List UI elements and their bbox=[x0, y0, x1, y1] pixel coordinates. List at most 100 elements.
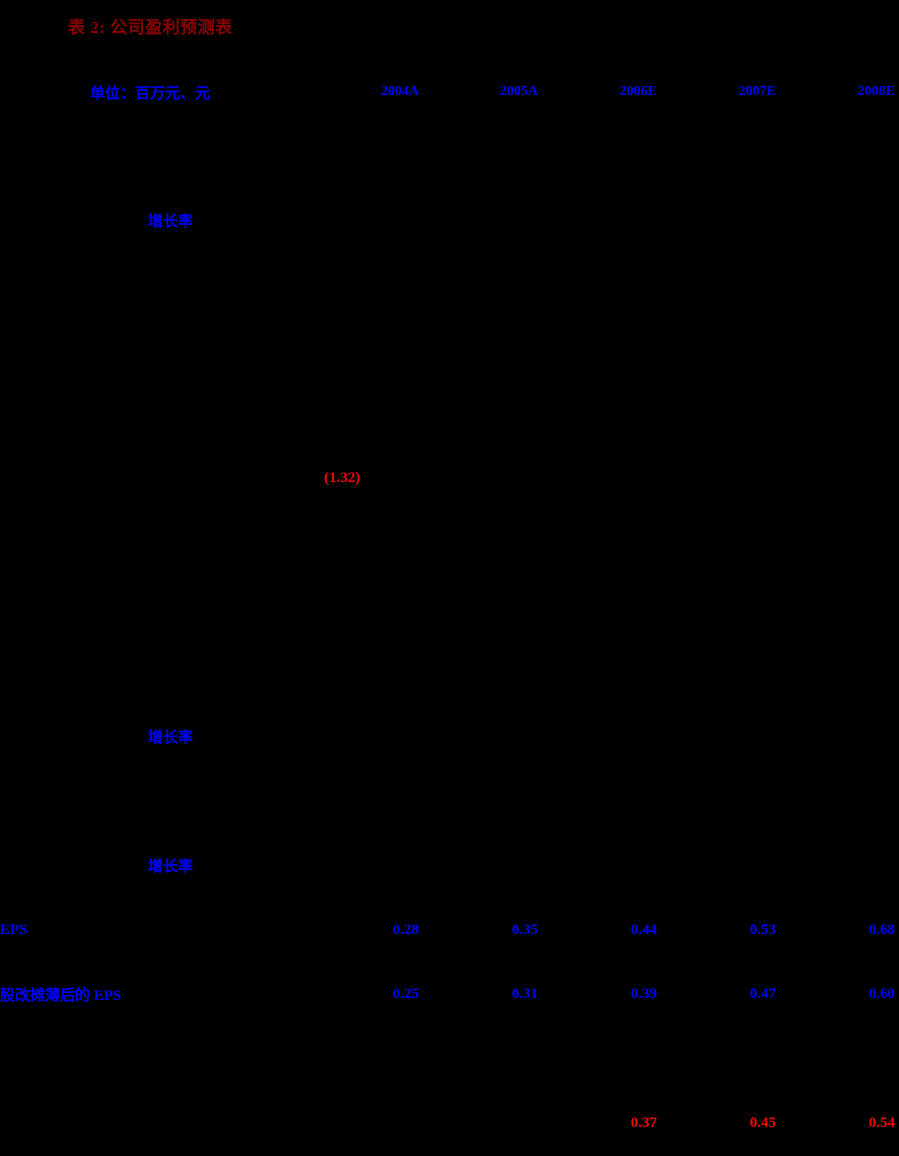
table-row bbox=[0, 382, 899, 447]
row-label: 增长率 bbox=[0, 705, 300, 770]
row-label bbox=[0, 447, 300, 512]
row-spacer bbox=[895, 1092, 899, 1156]
table-cell bbox=[538, 189, 657, 254]
table-cell bbox=[538, 511, 657, 576]
table-cell bbox=[776, 253, 895, 318]
table-row: 增长率 bbox=[0, 834, 899, 899]
column-header-2004a: 2004A bbox=[300, 60, 419, 124]
table-cell bbox=[419, 640, 538, 705]
table-cell bbox=[776, 189, 895, 254]
row-label bbox=[0, 640, 300, 705]
table-cell bbox=[538, 640, 657, 705]
row-label bbox=[0, 511, 300, 576]
table-cell bbox=[538, 705, 657, 770]
table-cell bbox=[538, 124, 657, 189]
table-row: 增长率 bbox=[0, 705, 899, 770]
table-row bbox=[0, 769, 899, 834]
table-cell bbox=[419, 447, 538, 512]
table-cell: 0.47 bbox=[657, 963, 776, 1028]
table-cell bbox=[538, 1027, 657, 1092]
table-cell bbox=[419, 834, 538, 899]
table-cell bbox=[538, 382, 657, 447]
table-row bbox=[0, 253, 899, 318]
table-cell: 0.68 bbox=[776, 898, 895, 963]
column-header-2006e: 2006E bbox=[538, 60, 657, 124]
row-label: 股改摊薄后的 EPS bbox=[0, 963, 300, 1028]
row-label bbox=[0, 1092, 300, 1156]
table-cell bbox=[300, 318, 419, 383]
table-cell: 0.45 bbox=[657, 1092, 776, 1156]
table-header-row: 单位：百万元、元 2004A 2005A 2006E 2007E 2008E bbox=[0, 60, 899, 124]
table-cell bbox=[300, 1092, 419, 1156]
table-cell bbox=[419, 769, 538, 834]
table-cell bbox=[300, 382, 419, 447]
unit-label: 单位：百万元、元 bbox=[0, 60, 300, 124]
row-label bbox=[0, 576, 300, 641]
table-row: 增长率 bbox=[0, 189, 899, 254]
row-spacer bbox=[895, 253, 899, 318]
column-header-2007e: 2007E bbox=[657, 60, 776, 124]
table-cell bbox=[300, 576, 419, 641]
row-spacer bbox=[895, 705, 899, 770]
table-cell bbox=[538, 253, 657, 318]
table-row bbox=[0, 318, 899, 383]
document-page: 表 2: 公司盈利预测表 单位：百万元、元 2004A 2005A 2006E … bbox=[0, 0, 899, 1008]
row-label bbox=[0, 382, 300, 447]
table-cell bbox=[419, 124, 538, 189]
row-spacer bbox=[895, 382, 899, 447]
table-cell bbox=[538, 769, 657, 834]
table-cell bbox=[538, 318, 657, 383]
table-cell bbox=[419, 511, 538, 576]
table-cell bbox=[776, 834, 895, 899]
row-spacer bbox=[895, 318, 899, 383]
table-cell bbox=[300, 189, 419, 254]
table-cell bbox=[419, 1027, 538, 1092]
row-spacer bbox=[895, 189, 899, 254]
table-cell bbox=[657, 189, 776, 254]
table-cell: 0.37 bbox=[538, 1092, 657, 1156]
page-title: 表 2: 公司盈利预测表 bbox=[68, 18, 233, 38]
table-cell bbox=[657, 834, 776, 899]
table-cell: 0.60 bbox=[776, 963, 895, 1028]
row-label bbox=[0, 1027, 300, 1092]
row-spacer bbox=[895, 124, 899, 189]
table-cell bbox=[657, 640, 776, 705]
table-cell bbox=[300, 640, 419, 705]
table-row bbox=[0, 511, 899, 576]
table-cell: 0.35 bbox=[419, 898, 538, 963]
row-label bbox=[0, 253, 300, 318]
table-cell: 0.53 bbox=[657, 898, 776, 963]
table-cell bbox=[776, 640, 895, 705]
table-cell: 0.28 bbox=[300, 898, 419, 963]
table-row bbox=[0, 640, 899, 705]
table-cell bbox=[776, 705, 895, 770]
table-cell bbox=[419, 318, 538, 383]
table-cell bbox=[300, 769, 419, 834]
table-cell bbox=[776, 511, 895, 576]
table-cell bbox=[300, 124, 419, 189]
column-header-2008e: 2008E bbox=[776, 60, 895, 124]
table-cell bbox=[657, 576, 776, 641]
row-spacer bbox=[895, 898, 899, 963]
row-label bbox=[0, 318, 300, 383]
row-spacer bbox=[895, 834, 899, 899]
table-row: (1.32) bbox=[0, 447, 899, 512]
table-cell: (1.32) bbox=[300, 447, 419, 512]
table-cell bbox=[657, 318, 776, 383]
table-cell bbox=[776, 576, 895, 641]
row-label bbox=[0, 769, 300, 834]
table-cell bbox=[776, 447, 895, 512]
row-label: EPS bbox=[0, 898, 300, 963]
table-cell: 0.39 bbox=[538, 963, 657, 1028]
table-cell bbox=[657, 447, 776, 512]
row-label: 增长率 bbox=[0, 834, 300, 899]
table-cell bbox=[776, 124, 895, 189]
table-cell bbox=[776, 1027, 895, 1092]
table-cell bbox=[419, 382, 538, 447]
row-spacer bbox=[895, 640, 899, 705]
table-cell bbox=[419, 189, 538, 254]
table-cell bbox=[776, 769, 895, 834]
